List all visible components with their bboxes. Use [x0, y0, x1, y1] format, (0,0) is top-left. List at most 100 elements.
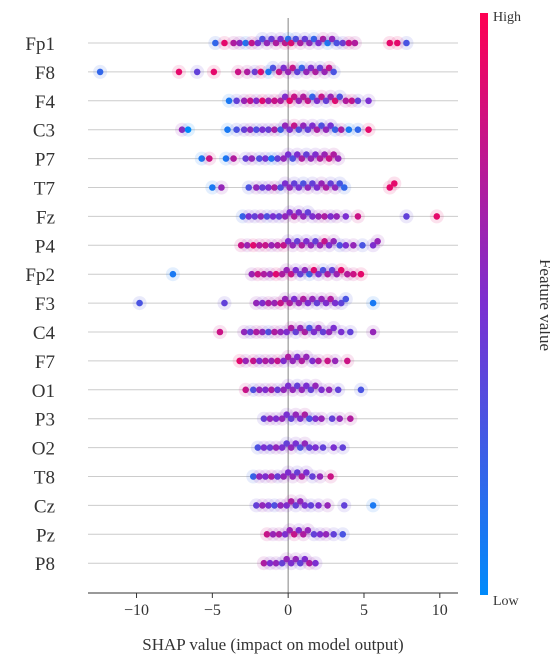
- data-point-fp1: [386, 39, 394, 47]
- data-points: [93, 32, 444, 571]
- data-point-fp1: [277, 35, 284, 43]
- data-point-f3: [342, 295, 350, 303]
- data-point-f8: [280, 64, 287, 72]
- data-point-o1: [256, 386, 263, 394]
- data-point-o2: [278, 444, 286, 451]
- data-point-p3: [266, 415, 274, 423]
- data-point-f8: [275, 68, 283, 76]
- data-point-f7: [284, 353, 292, 361]
- data-point-fp1: [292, 35, 300, 43]
- data-point-f3: [277, 299, 284, 307]
- data-point-o1: [357, 386, 365, 394]
- data-point-f7: [293, 353, 301, 361]
- feature-label-p4: P4: [35, 236, 56, 257]
- data-point-fz: [300, 213, 307, 220]
- data-point-c3: [295, 126, 303, 133]
- data-point-fz: [275, 213, 283, 220]
- data-point-p8: [278, 559, 286, 567]
- data-point-c3: [318, 122, 325, 129]
- feature-label-p3: P3: [35, 410, 55, 431]
- data-point-t7: [281, 180, 289, 187]
- data-point-p7: [325, 155, 333, 162]
- data-point-c3: [184, 126, 192, 133]
- feature-label-f3: F3: [35, 294, 55, 315]
- data-point-p4: [374, 238, 381, 245]
- data-point-fp2: [301, 266, 309, 274]
- data-point-fz: [403, 213, 410, 220]
- data-point-p4: [293, 238, 301, 245]
- data-point-fp1: [310, 35, 318, 43]
- data-point-c3: [337, 126, 345, 133]
- data-point-f3: [318, 295, 325, 303]
- data-point-p4: [289, 242, 297, 249]
- data-point-c3: [240, 126, 248, 133]
- data-point-p7: [330, 151, 337, 158]
- data-point-p3: [272, 415, 280, 423]
- data-point-f3: [221, 299, 228, 307]
- data-point-f3: [300, 295, 307, 303]
- data-point-c4: [265, 328, 272, 336]
- data-point-fp1: [259, 35, 266, 43]
- data-point-fp1: [394, 39, 401, 47]
- data-point-cz: [315, 502, 322, 509]
- data-point-fp2: [272, 270, 280, 278]
- data-point-cz: [296, 498, 304, 505]
- data-point-o1: [298, 386, 306, 394]
- feature-label-cz: Cz: [34, 496, 55, 517]
- data-point-c3: [224, 126, 231, 133]
- data-point-t7: [304, 184, 312, 191]
- data-point-c3: [365, 126, 372, 133]
- data-point-f3: [253, 299, 260, 307]
- data-point-fp1: [263, 39, 271, 47]
- data-point-o2: [301, 440, 309, 447]
- data-point-fp2: [292, 266, 300, 274]
- data-point-p4: [342, 242, 350, 249]
- data-point-fz: [295, 209, 303, 216]
- data-point-o1: [274, 386, 281, 394]
- data-point-t7: [340, 184, 348, 191]
- data-point-o1: [280, 386, 287, 394]
- data-point-f8: [210, 68, 218, 76]
- data-point-p8: [283, 555, 290, 563]
- data-point-fp1: [248, 39, 256, 47]
- data-point-t8: [256, 473, 263, 480]
- data-point-f8: [234, 68, 242, 76]
- data-point-fp1: [403, 39, 410, 47]
- data-point-c4: [283, 328, 290, 336]
- x-axis: −10 −5 0 5 10: [88, 592, 458, 619]
- data-point-f3: [304, 299, 312, 307]
- data-point-f3: [281, 295, 289, 303]
- data-point-p3: [278, 415, 286, 423]
- data-point-pz: [281, 531, 289, 538]
- data-point-o2: [266, 444, 274, 451]
- x-axis-title: SHAP value (impact on model output): [142, 635, 403, 654]
- data-point-f3: [271, 299, 278, 307]
- data-point-fp1: [306, 39, 313, 47]
- data-point-fp1: [221, 39, 228, 47]
- data-point-t7: [277, 184, 284, 191]
- data-point-cz: [271, 502, 278, 509]
- data-point-f4: [309, 93, 316, 101]
- data-point-c3: [313, 126, 321, 133]
- data-point-p7: [316, 155, 324, 162]
- data-point-f7: [256, 357, 263, 365]
- data-point-p7: [303, 151, 310, 158]
- feature-label-p8: P8: [35, 554, 55, 575]
- x-tick-label: 0: [284, 602, 292, 619]
- data-point-o1: [242, 386, 250, 394]
- data-point-f7: [298, 357, 306, 365]
- data-point-p7: [268, 155, 275, 162]
- data-point-pz: [295, 527, 303, 534]
- data-point-p3: [287, 415, 295, 423]
- data-point-o2: [306, 444, 313, 451]
- data-point-p3: [260, 415, 268, 423]
- data-point-p7: [312, 151, 319, 158]
- data-point-fz: [286, 209, 293, 216]
- data-point-t7: [259, 184, 266, 191]
- colorbar: High Low Feature value: [480, 10, 550, 609]
- data-point-c4: [306, 324, 313, 332]
- data-point-o1: [284, 382, 292, 390]
- data-point-f8: [193, 68, 201, 76]
- data-point-o1: [268, 386, 275, 394]
- data-point-t7: [286, 184, 293, 191]
